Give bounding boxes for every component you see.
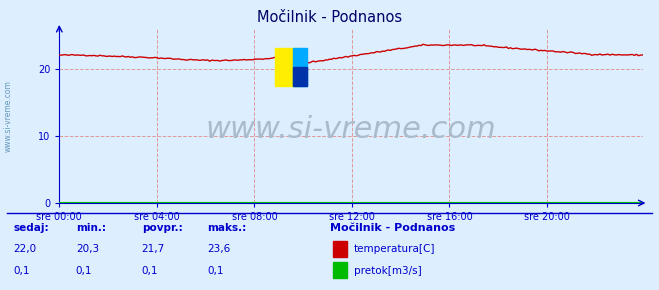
Text: 22,0: 22,0 xyxy=(13,244,36,254)
Text: 0,1: 0,1 xyxy=(208,266,224,276)
Text: povpr.:: povpr.: xyxy=(142,223,183,233)
Bar xyxy=(293,48,307,86)
Text: Močilnik - Podnanos: Močilnik - Podnanos xyxy=(330,223,455,233)
Text: 0,1: 0,1 xyxy=(76,266,92,276)
Text: www.si-vreme.com: www.si-vreme.com xyxy=(206,115,496,144)
Text: 23,6: 23,6 xyxy=(208,244,231,254)
Text: www.si-vreme.com: www.si-vreme.com xyxy=(3,80,13,152)
Bar xyxy=(293,67,307,86)
Text: pretok[m3/s]: pretok[m3/s] xyxy=(354,266,422,276)
Text: sedaj:: sedaj: xyxy=(13,223,49,233)
Text: min.:: min.: xyxy=(76,223,106,233)
Text: temperatura[C]: temperatura[C] xyxy=(354,244,436,254)
Bar xyxy=(275,48,299,86)
Text: Močilnik - Podnanos: Močilnik - Podnanos xyxy=(257,10,402,25)
Text: 20,3: 20,3 xyxy=(76,244,99,254)
Text: 21,7: 21,7 xyxy=(142,244,165,254)
Text: 0,1: 0,1 xyxy=(142,266,158,276)
Text: 0,1: 0,1 xyxy=(13,266,30,276)
Text: maks.:: maks.: xyxy=(208,223,247,233)
